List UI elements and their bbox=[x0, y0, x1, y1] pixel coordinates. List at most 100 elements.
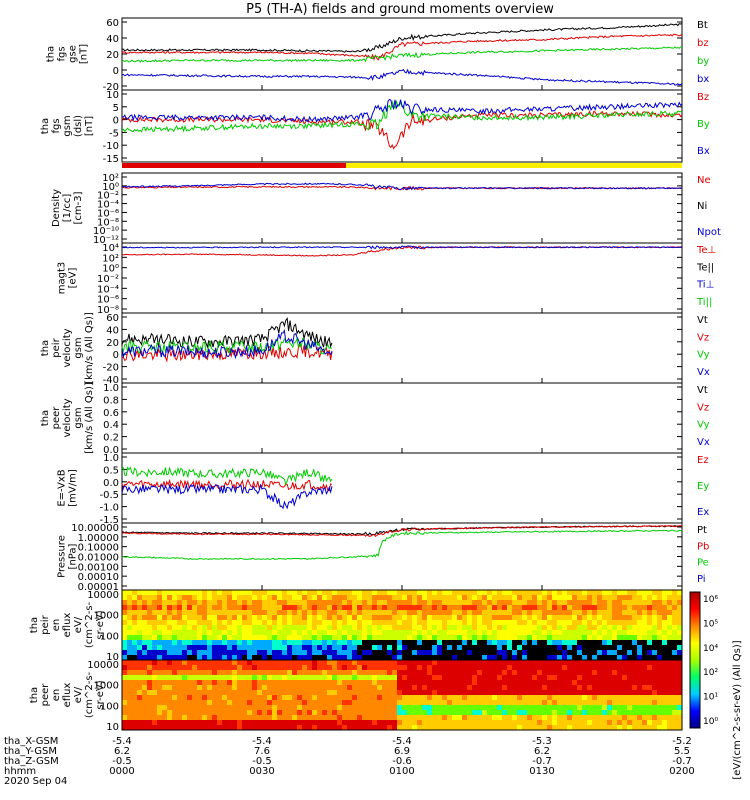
spectrogram-cell bbox=[462, 690, 468, 696]
spectrogram-cell bbox=[137, 680, 143, 686]
spectrogram-cell bbox=[347, 695, 353, 701]
spectrogram-cell bbox=[457, 625, 463, 631]
spectrogram-cell bbox=[417, 660, 423, 666]
spectrogram-cell bbox=[177, 660, 183, 666]
spectrogram-cell bbox=[277, 680, 283, 686]
spectrogram-cell bbox=[412, 710, 418, 716]
spectrogram-cell bbox=[222, 625, 228, 631]
spectrogram-cell bbox=[452, 705, 458, 711]
spectrogram-cell bbox=[507, 595, 513, 601]
spectrogram-cell bbox=[222, 700, 228, 706]
spectrogram-cell bbox=[332, 660, 338, 666]
spectrogram-cell bbox=[552, 715, 558, 721]
spectrogram-cell bbox=[582, 630, 588, 636]
spectrogram-cell bbox=[592, 605, 598, 611]
spectrogram-cell bbox=[662, 675, 668, 681]
spectrogram-cell bbox=[577, 625, 583, 631]
spectrogram-cell bbox=[432, 605, 438, 611]
spectrogram-cell bbox=[152, 720, 158, 726]
spectrogram-cell bbox=[452, 620, 458, 626]
spectrogram-cell bbox=[392, 620, 398, 626]
spectrogram-cell bbox=[192, 705, 198, 711]
spectrogram-cell bbox=[377, 685, 383, 691]
spectrogram-cell bbox=[612, 685, 618, 691]
spectrogram-cell bbox=[407, 610, 413, 616]
spectrogram-cell bbox=[527, 645, 533, 651]
spectrogram-cell bbox=[367, 625, 373, 631]
spectrogram-cell bbox=[237, 725, 243, 731]
spectrogram-cell bbox=[257, 590, 263, 596]
spectrogram-cell bbox=[502, 665, 508, 671]
spectrogram-cell bbox=[677, 685, 683, 691]
spectrogram-cell bbox=[647, 595, 653, 601]
spectrogram-cell bbox=[197, 605, 203, 611]
colorbar-tick: 10⁰ bbox=[703, 717, 718, 727]
spectrogram-cell bbox=[342, 595, 348, 601]
spectrogram-cell bbox=[662, 635, 668, 641]
spectrogram-cell bbox=[672, 655, 678, 661]
spectrogram-cell bbox=[162, 605, 168, 611]
spectrogram-cell bbox=[317, 670, 323, 676]
spectrogram-cell bbox=[607, 645, 613, 651]
spectrogram-cell bbox=[277, 590, 283, 596]
spectrogram-cell bbox=[242, 610, 248, 616]
spectrogram-cell bbox=[192, 590, 198, 596]
spectrogram-cell bbox=[442, 690, 448, 696]
spectrogram-cell bbox=[317, 695, 323, 701]
spectrogram-cell bbox=[452, 590, 458, 596]
spectrogram-cell bbox=[402, 595, 408, 601]
spectrogram-cell bbox=[317, 665, 323, 671]
spectrogram-cell bbox=[237, 655, 243, 661]
spectrogram-cell bbox=[592, 590, 598, 596]
spectrogram-cell bbox=[567, 600, 573, 606]
spectrogram-cell bbox=[352, 675, 358, 681]
spectrogram-cell bbox=[582, 690, 588, 696]
spectrogram-cell bbox=[657, 695, 663, 701]
spectrogram-cell bbox=[142, 675, 148, 681]
spectrogram-cell bbox=[537, 660, 543, 666]
spectrogram-cell bbox=[312, 620, 318, 626]
spectrogram-cell bbox=[532, 690, 538, 696]
spectrogram-cell bbox=[517, 600, 523, 606]
spectrogram-cell bbox=[597, 715, 603, 721]
plot-title: P5 (TH-A) fields and ground moments over… bbox=[246, 2, 554, 17]
legend-Pe: Pe bbox=[697, 558, 709, 569]
spectrogram-cell bbox=[347, 705, 353, 711]
spectrogram-cell bbox=[457, 700, 463, 706]
spectrogram-cell bbox=[402, 610, 408, 616]
spectrogram-cell bbox=[652, 725, 658, 731]
spectrogram-cell bbox=[622, 720, 628, 726]
spectrogram-cell bbox=[157, 680, 163, 686]
spectrogram-cell bbox=[307, 725, 313, 731]
ytick-label: -1.5 bbox=[99, 515, 119, 526]
panel-frame-peir_velocity bbox=[121, 312, 683, 384]
spectrogram-cell bbox=[562, 620, 568, 626]
spectrogram-cell bbox=[122, 710, 128, 716]
spectrogram-cell bbox=[227, 650, 233, 656]
spectrogram-cell bbox=[232, 650, 238, 656]
spectrogram-cell bbox=[552, 625, 558, 631]
spectrogram-cell bbox=[227, 630, 233, 636]
spectrogram-cell bbox=[252, 715, 258, 721]
spectrogram-cell bbox=[197, 635, 203, 641]
spectrogram-cell bbox=[222, 620, 228, 626]
spectrogram-cell bbox=[617, 655, 623, 661]
spectrogram-cell bbox=[292, 670, 298, 676]
ytick-label: 40 bbox=[106, 325, 119, 336]
spectrogram-cell bbox=[182, 635, 188, 641]
spectrogram-cell bbox=[232, 710, 238, 716]
spectrogram-cell bbox=[402, 590, 408, 596]
spectrogram-cell bbox=[302, 625, 308, 631]
spectrogram-cell bbox=[502, 715, 508, 721]
spectrogram-cell bbox=[612, 605, 618, 611]
spectrogram-cell bbox=[307, 630, 313, 636]
spectrogram-cell bbox=[327, 620, 333, 626]
spectrogram-cell bbox=[322, 720, 328, 726]
spectrogram-cell bbox=[222, 635, 228, 641]
spectrogram-cell bbox=[412, 695, 418, 701]
legend-Te||: Te|| bbox=[696, 262, 714, 273]
spectrogram-cell bbox=[197, 710, 203, 716]
spectrogram-cell bbox=[587, 655, 593, 661]
spectrogram-cell bbox=[477, 705, 483, 711]
spectrogram-cell bbox=[647, 710, 653, 716]
